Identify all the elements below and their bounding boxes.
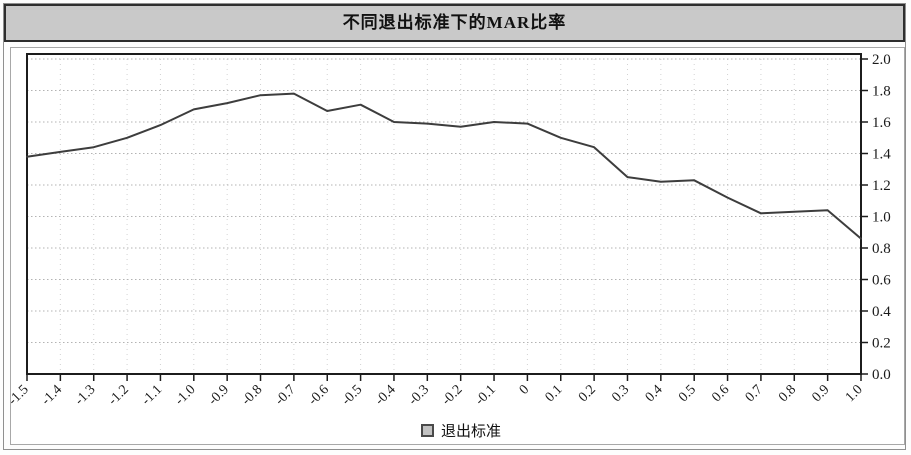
x-tick-label: 0.6 [709, 382, 732, 405]
y-tick-label: 1.0 [872, 210, 891, 226]
x-tick-label: 0.1 [543, 382, 566, 405]
x-tick-label: -0.7 [272, 382, 298, 408]
x-tick-label: -0.4 [373, 382, 399, 408]
x-tick-label: 0 [517, 382, 533, 398]
y-tick-label: 0.0 [872, 367, 891, 383]
x-tick-label: 0.4 [643, 382, 666, 405]
y-tick-label: 2.0 [872, 52, 891, 68]
x-tick-label: 0.7 [743, 382, 766, 405]
x-tick-label: -0.1 [473, 382, 499, 408]
x-tick-label: -0.2 [439, 382, 465, 408]
y-tick-label: 1.2 [872, 178, 891, 194]
x-tick-label: 0.8 [776, 382, 799, 405]
y-tick-label: 0.8 [872, 241, 891, 257]
x-tick-label: -1.5 [11, 382, 32, 408]
x-tick-label: -1.4 [39, 382, 65, 408]
x-tick-label: -0.9 [206, 382, 232, 408]
x-tick-label: 0.5 [676, 382, 699, 405]
x-tick-label: -0.5 [339, 382, 365, 408]
y-tick-label: 1.6 [872, 115, 891, 131]
x-tick-label: -1.0 [172, 382, 198, 408]
y-tick-label: 0.6 [872, 273, 891, 289]
x-tick-label: 1.0 [843, 382, 866, 405]
y-tick-label: 0.2 [872, 336, 891, 352]
x-tick-label: -0.3 [406, 382, 432, 408]
chart-title: 不同退出标准下的MAR比率 [4, 4, 905, 42]
y-tick-label: 0.4 [872, 304, 891, 320]
x-tick-label: 0.2 [576, 382, 599, 405]
y-tick-label: 1.4 [872, 147, 891, 163]
chart-svg: 2.0 1.8 1.6 1.4 1.2 1.0 0.8 0.6 0.4 0.2 0.0 -1.5 -1.… [11, 52, 891, 409]
legend: 退出标准 [421, 420, 501, 441]
x-tick-label: 0.9 [809, 382, 832, 405]
legend-label: 退出标准 [441, 424, 502, 440]
plot-border [26, 53, 862, 375]
x-tick-label: 0.3 [609, 382, 632, 405]
y-tick-label: 1.8 [872, 84, 891, 100]
figure-frame: 不同退出标准下的MAR比率 2.0 1.8 1.6 1.4 1.2 1.0 0.8 0.6 0.… [3, 3, 906, 450]
x-tick-label: -0.6 [306, 382, 332, 408]
x-tick-label: -1.2 [106, 382, 132, 408]
series-line [26, 92, 862, 240]
x-tick-label: -1.3 [72, 382, 98, 408]
x-tick-label: -0.8 [239, 382, 265, 408]
legend-marker-icon [421, 424, 434, 437]
chart-panel: 2.0 1.8 1.6 1.4 1.2 1.0 0.8 0.6 0.4 0.2 0.0 -1.5 -1.… [10, 47, 905, 445]
x-tick-label: -1.1 [139, 382, 165, 408]
